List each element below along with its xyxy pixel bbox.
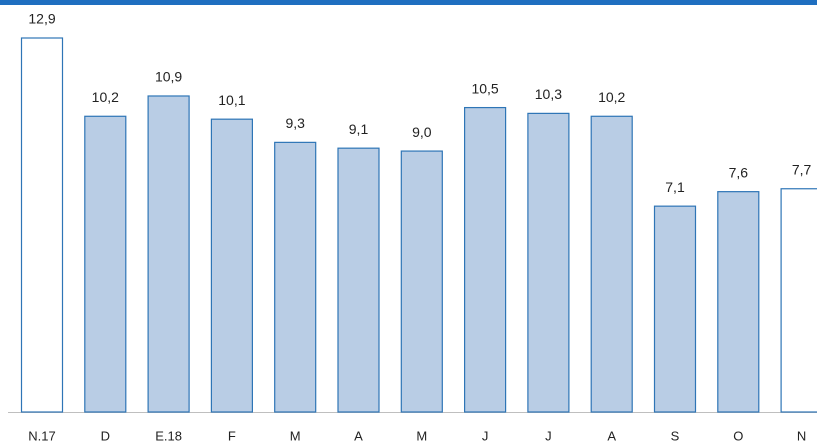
value-label: 7,7 <box>792 161 812 177</box>
bar <box>274 141 317 413</box>
x-tick-label: A <box>354 428 363 443</box>
x-tick-label: S <box>671 428 680 443</box>
value-label: 10,1 <box>218 92 245 108</box>
bar <box>20 37 64 413</box>
x-tick-label: E.18 <box>155 428 182 443</box>
x-tick-label: M <box>416 428 427 443</box>
x-tick-label: F <box>228 428 236 443</box>
bar <box>210 118 253 413</box>
bar <box>147 95 190 413</box>
bar <box>84 115 127 413</box>
x-tick-label: D <box>101 428 110 443</box>
value-label: 10,2 <box>92 89 119 105</box>
bar <box>717 191 760 413</box>
value-label: 7,6 <box>729 164 749 180</box>
value-label: 9,3 <box>285 115 305 131</box>
value-label: 9,0 <box>412 124 432 140</box>
bar <box>464 106 507 413</box>
value-label: 10,5 <box>471 80 498 96</box>
value-label: 10,9 <box>155 69 182 85</box>
bar <box>337 147 380 413</box>
x-tick-label: N <box>797 428 806 443</box>
bar <box>527 112 570 413</box>
top-strip <box>0 0 817 5</box>
value-label: 7,1 <box>665 179 685 195</box>
value-label: 10,2 <box>598 89 625 105</box>
value-label: 9,1 <box>349 121 369 137</box>
bar <box>653 205 697 413</box>
value-label: 10,3 <box>535 86 562 102</box>
bar <box>590 115 633 413</box>
x-tick-label: A <box>607 428 616 443</box>
x-tick-label: J <box>482 428 489 443</box>
bar <box>780 188 817 413</box>
x-tick-label: N.17 <box>28 428 55 443</box>
bar <box>400 150 443 413</box>
value-label: 12,9 <box>28 11 55 27</box>
x-tick-label: M <box>290 428 301 443</box>
x-tick-label: O <box>733 428 743 443</box>
x-tick-label: J <box>545 428 552 443</box>
